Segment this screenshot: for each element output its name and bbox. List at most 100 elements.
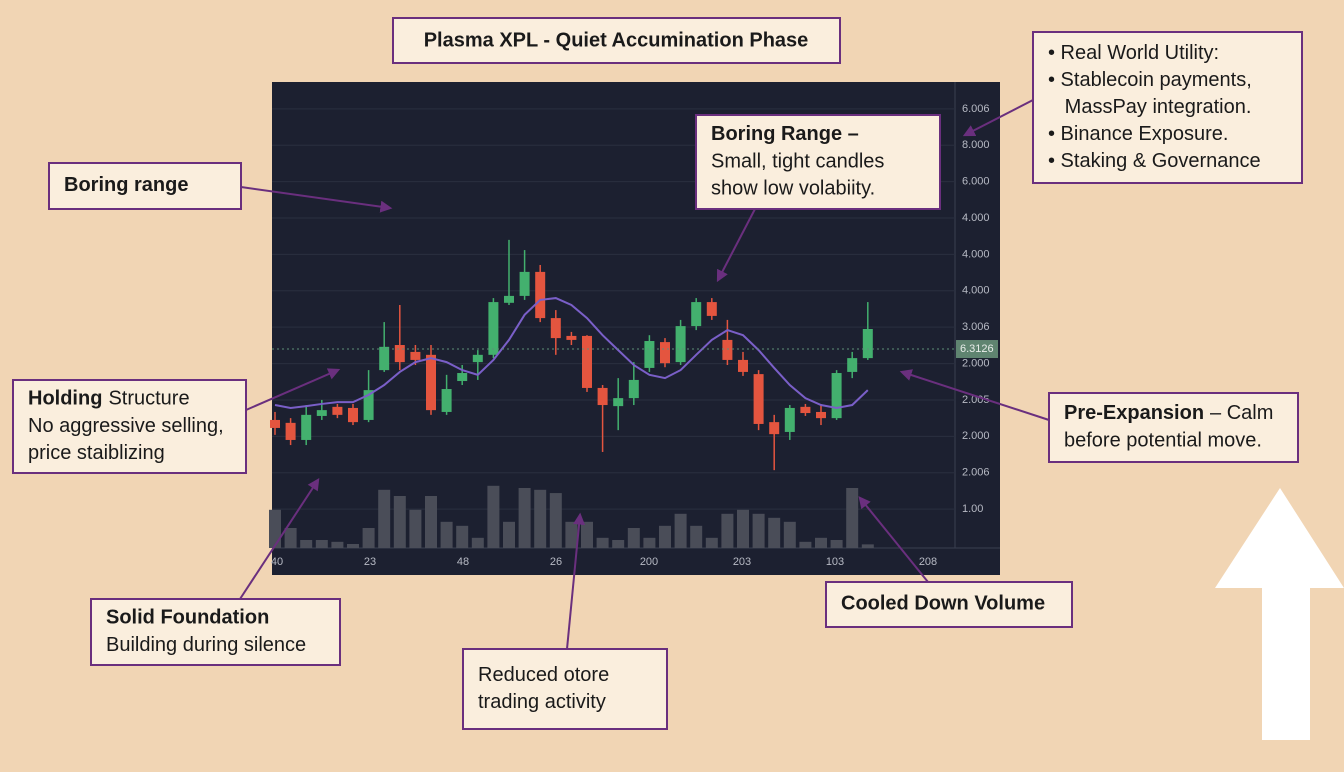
volume-bar <box>315 539 328 548</box>
annotation-line: MassPay integration. <box>1048 96 1251 118</box>
annotation-arrow <box>962 99 1034 137</box>
annotation-box <box>48 162 242 210</box>
annotation-arrow <box>716 208 756 283</box>
volume-bar <box>799 541 812 548</box>
volume-bar <box>830 539 843 548</box>
y-tick-label: 2.000 <box>962 357 990 369</box>
volume-bar <box>425 495 437 548</box>
up-arrow <box>1215 488 1344 740</box>
candle-body <box>660 342 670 364</box>
candle-body <box>535 271 546 319</box>
volume-bar <box>347 543 359 548</box>
candle-body <box>597 387 608 406</box>
candle-body <box>519 271 530 296</box>
candle-body <box>363 390 374 420</box>
candle-body <box>410 351 421 360</box>
volume-bar <box>269 509 281 548</box>
x-tick-label: 208 <box>919 556 937 568</box>
volume-bar <box>518 487 531 548</box>
candle-body <box>613 398 624 407</box>
volume-bar <box>409 509 422 548</box>
annotation-box <box>12 379 247 474</box>
candle-body <box>285 422 296 440</box>
heading-bold: Pre-Expansion <box>1064 402 1204 424</box>
y-tick-label: 8.000 <box>962 139 990 151</box>
volume-bar <box>627 527 640 548</box>
heading-suffix: – Calm <box>1210 402 1273 424</box>
candle-body <box>706 302 717 316</box>
volume-bar <box>440 521 453 548</box>
volume-bar <box>846 487 859 548</box>
candle-body <box>753 374 764 424</box>
annotation-arrow <box>566 512 586 650</box>
chart-title: Plasma XPL - Quiet Accumination Phase <box>424 29 809 51</box>
annotation-box <box>462 648 668 730</box>
candle-body <box>582 335 592 388</box>
moving-average <box>274 297 869 409</box>
volume-bar <box>503 521 515 548</box>
y-tick-label: 2.006 <box>962 467 990 479</box>
y-tick-label: 2.005 <box>962 394 990 406</box>
annotation-box <box>90 598 341 666</box>
volume-bar <box>705 537 718 548</box>
annotation-line: • Real World Utility: <box>1048 42 1219 64</box>
volume-bar <box>783 521 796 548</box>
annotation-line: Small, tight candles <box>711 150 884 172</box>
heading-bold: Solid Foundation <box>106 607 269 629</box>
volume-bar <box>721 513 734 548</box>
x-tick-label: 26 <box>550 556 562 568</box>
annotation-arrow <box>899 369 1050 421</box>
x-tick-label: 103 <box>826 556 844 568</box>
volume-bar <box>737 509 749 548</box>
candle-body <box>769 422 780 435</box>
annotation-box <box>825 581 1073 628</box>
candle-body <box>800 406 811 414</box>
candle-body <box>472 354 483 363</box>
y-tick-label: 6.006 <box>962 103 990 115</box>
title-box <box>392 17 841 64</box>
annotation-heading: Cooled Down Volume <box>841 593 1045 615</box>
volume-bar <box>565 521 578 548</box>
volume-bar <box>581 521 593 548</box>
candle-body <box>348 407 358 423</box>
candle-body <box>862 329 873 359</box>
volume-bar <box>534 489 547 548</box>
annotation-box <box>1032 31 1303 184</box>
x-tick-label: 40 <box>271 556 283 568</box>
candle-body <box>691 302 702 327</box>
x-tick-label: 23 <box>364 556 376 568</box>
heading-bold: Boring Range – <box>711 123 859 145</box>
candle-body <box>332 406 343 415</box>
volume-bar <box>596 537 609 548</box>
y-tick-label: 4.000 <box>962 212 990 224</box>
candle-body <box>504 295 514 303</box>
annotation-line: Building during silence <box>106 634 306 656</box>
annotation-line: • Binance Exposure. <box>1048 123 1228 145</box>
y-tick-label: 4.000 <box>962 248 990 260</box>
volume-bar <box>752 513 765 548</box>
volume-bar <box>643 537 656 548</box>
heading-bold: Holding <box>28 388 102 410</box>
annotation-heading: Solid Foundation <box>106 607 269 629</box>
volume-bar <box>331 541 344 548</box>
candle-body <box>784 407 795 432</box>
y-tick-label: 1.00 <box>962 503 983 515</box>
volume-bar <box>284 527 297 548</box>
annotation-line: price staiblizing <box>28 442 165 464</box>
candle-body <box>644 341 655 368</box>
volume-bar <box>393 495 406 548</box>
candle-body <box>441 389 452 412</box>
last-price-label: 6.3126 <box>960 343 994 355</box>
annotation-line: trading activity <box>478 691 606 713</box>
candle-body <box>550 318 561 339</box>
candle-body <box>379 346 390 371</box>
candle-body <box>301 414 312 440</box>
volume-bar <box>471 537 484 548</box>
x-tick-label: 48 <box>457 556 469 568</box>
annotation-line: • Staking & Governance <box>1048 150 1261 172</box>
volume-bar <box>549 493 562 548</box>
annotation-box <box>1048 392 1299 463</box>
y-tick-label: 3.006 <box>962 321 990 333</box>
x-tick-label: 203 <box>733 556 751 568</box>
